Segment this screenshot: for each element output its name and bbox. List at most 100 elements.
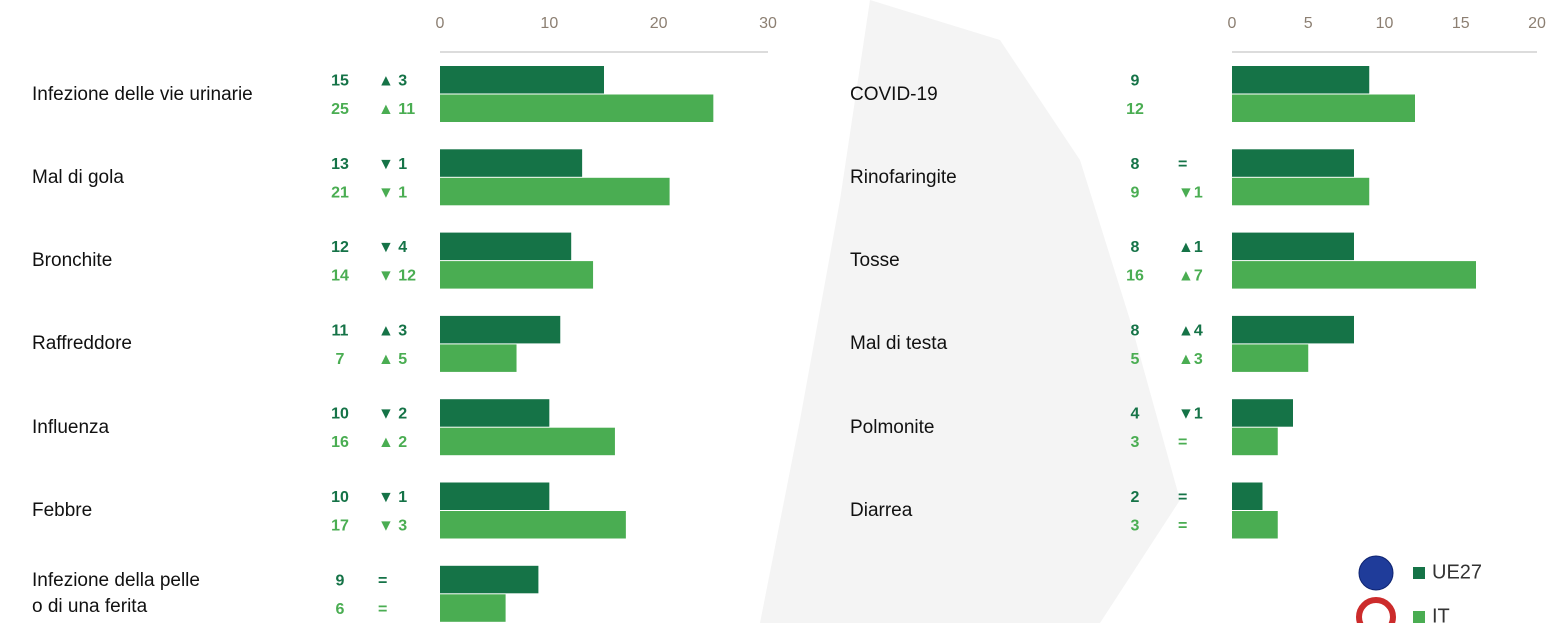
bar — [440, 232, 572, 261]
value-label: 21 — [331, 184, 349, 201]
change-label: = — [1178, 489, 1187, 506]
bar — [1232, 315, 1354, 344]
x-tick-label: 0 — [1228, 15, 1237, 32]
change-label: ▲7 — [1178, 268, 1203, 285]
value-label: 6 — [336, 601, 345, 618]
bar — [440, 261, 594, 289]
legend-label: UE27 — [1432, 561, 1482, 583]
value-label: 11 — [332, 322, 349, 339]
bar — [440, 344, 517, 372]
value-label: 10 — [331, 406, 349, 423]
value-label: 9 — [336, 572, 345, 589]
x-tick-label: 5 — [1304, 15, 1313, 32]
value-label: 9 — [1131, 184, 1140, 201]
change-label: ▲ 3 — [378, 72, 407, 89]
category-label: Tosse — [850, 250, 900, 272]
bar — [440, 315, 561, 344]
map-background — [760, 0, 1180, 623]
bar — [440, 399, 550, 427]
bar — [1232, 261, 1476, 289]
value-label: 3 — [1131, 517, 1140, 534]
bar — [1232, 66, 1370, 94]
change-label: = — [378, 601, 387, 618]
bar — [440, 511, 626, 539]
value-label: 15 — [331, 72, 349, 89]
bar — [1232, 399, 1293, 427]
change-label: ▼ 1 — [378, 489, 407, 506]
value-label: 14 — [331, 268, 349, 285]
bar — [1232, 482, 1263, 510]
bar — [440, 94, 714, 122]
legend-swatch — [1413, 611, 1425, 623]
value-label: 8 — [1131, 239, 1140, 256]
category-label: Infezione della pelle o di una ferita — [32, 570, 200, 618]
change-label: ▲ 2 — [378, 434, 407, 451]
category-label: Polmonite — [850, 416, 935, 438]
value-label: 8 — [1131, 156, 1140, 173]
category-label: Bronchite — [32, 250, 113, 272]
change-label: ▼ 2 — [378, 406, 407, 423]
change-label: ▲3 — [1178, 351, 1203, 368]
bar — [440, 177, 670, 206]
value-label: 16 — [1126, 268, 1144, 285]
bar — [440, 427, 615, 456]
category-label: Mal di gola — [32, 166, 124, 188]
value-label: 10 — [331, 489, 349, 506]
bar — [440, 594, 506, 622]
x-tick-label: 10 — [1376, 15, 1394, 32]
value-label: 12 — [1126, 101, 1144, 118]
value-label: 5 — [1131, 351, 1140, 368]
x-tick-label: 10 — [540, 15, 558, 32]
value-label: 3 — [1131, 434, 1140, 451]
bar — [440, 565, 539, 594]
bar — [1232, 511, 1278, 539]
value-label: 25 — [331, 101, 349, 118]
value-label: 16 — [331, 434, 349, 451]
change-label: = — [1178, 517, 1187, 534]
category-label: Rinofaringite — [850, 166, 957, 188]
category-label: Raffreddore — [32, 333, 132, 355]
category-label: Mal di testa — [850, 333, 948, 355]
bar — [1232, 427, 1278, 456]
change-label: ▲1 — [1178, 239, 1203, 256]
category-label: Febbre — [32, 500, 93, 521]
change-label: ▼1 — [1178, 406, 1203, 423]
category-label: Influenza — [32, 416, 110, 438]
category-label: COVID-19 — [850, 83, 938, 105]
change-label: ▼ 4 — [378, 239, 407, 256]
change-label: ▲4 — [1178, 322, 1203, 339]
bar — [1232, 232, 1354, 261]
value-label: 17 — [331, 517, 349, 534]
change-label: ▼1 — [1178, 184, 1203, 201]
bar — [1232, 344, 1309, 372]
value-label: 7 — [336, 351, 345, 368]
change-label: ▲ 3 — [378, 322, 407, 339]
x-tick-label: 20 — [1528, 15, 1546, 32]
x-tick-label: 15 — [1452, 15, 1470, 32]
change-label: = — [378, 572, 387, 589]
change-label: = — [1178, 156, 1187, 173]
x-tick-label: 30 — [759, 15, 777, 32]
legend-label: IT — [1432, 605, 1450, 623]
bar — [1232, 94, 1415, 122]
change-label: ▲ 5 — [378, 351, 407, 368]
bar — [440, 482, 550, 510]
change-label: ▼ 1 — [378, 184, 407, 201]
category-label: Infezione delle vie urinarie — [32, 83, 253, 105]
change-label: ▼ 1 — [378, 156, 407, 173]
category-label: Diarrea — [850, 500, 913, 521]
legend-swatch — [1413, 567, 1425, 579]
legend-icon — [1358, 555, 1394, 591]
x-tick-label: 0 — [436, 15, 445, 32]
value-label: 13 — [331, 156, 349, 173]
bar — [440, 149, 583, 177]
bar — [440, 66, 604, 94]
value-label: 9 — [1131, 72, 1140, 89]
bar — [1232, 149, 1354, 177]
change-label: = — [1178, 434, 1187, 451]
value-label: 4 — [1131, 406, 1140, 423]
value-label: 8 — [1131, 322, 1140, 339]
change-label: ▼ 12 — [378, 268, 416, 285]
bar — [1232, 177, 1370, 206]
